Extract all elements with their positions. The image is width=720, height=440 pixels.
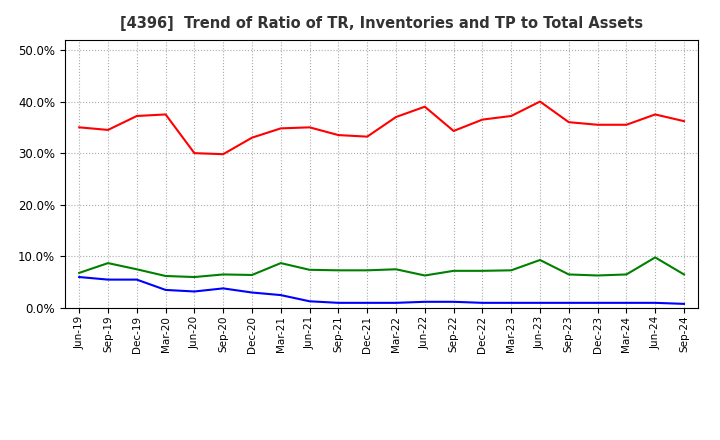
Inventories bbox=[276, 293, 285, 298]
Trade Receivables bbox=[420, 104, 429, 109]
Trade Receivables bbox=[622, 122, 631, 128]
Trade Receivables bbox=[104, 127, 112, 132]
Trade Receivables bbox=[276, 126, 285, 131]
Trade Payables bbox=[190, 275, 199, 280]
Trade Receivables bbox=[680, 118, 688, 124]
Trade Receivables bbox=[248, 135, 256, 140]
Inventories bbox=[132, 277, 141, 282]
Inventories bbox=[334, 300, 343, 305]
Trade Payables bbox=[132, 267, 141, 272]
Trade Receivables bbox=[507, 114, 516, 119]
Trade Receivables bbox=[75, 125, 84, 130]
Trade Payables bbox=[75, 270, 84, 275]
Trade Payables bbox=[449, 268, 458, 274]
Trade Payables bbox=[536, 257, 544, 263]
Inventories bbox=[420, 299, 429, 304]
Trade Receivables bbox=[536, 99, 544, 104]
Inventories bbox=[305, 299, 314, 304]
Trade Receivables bbox=[593, 122, 602, 128]
Inventories bbox=[536, 300, 544, 305]
Inventories bbox=[248, 290, 256, 295]
Trade Payables bbox=[305, 267, 314, 272]
Trade Receivables bbox=[334, 132, 343, 138]
Inventories bbox=[190, 289, 199, 294]
Inventories bbox=[75, 275, 84, 280]
Trade Payables bbox=[276, 260, 285, 266]
Trade Payables bbox=[104, 260, 112, 266]
Inventories bbox=[651, 300, 660, 305]
Trade Payables bbox=[161, 273, 170, 279]
Line: Trade Receivables: Trade Receivables bbox=[79, 102, 684, 154]
Trade Payables bbox=[420, 273, 429, 278]
Trade Receivables bbox=[190, 150, 199, 156]
Title: [4396]  Trend of Ratio of TR, Inventories and TP to Total Assets: [4396] Trend of Ratio of TR, Inventories… bbox=[120, 16, 643, 32]
Inventories bbox=[449, 299, 458, 304]
Inventories bbox=[392, 300, 400, 305]
Trade Receivables bbox=[305, 125, 314, 130]
Line: Trade Payables: Trade Payables bbox=[79, 257, 684, 277]
Inventories bbox=[622, 300, 631, 305]
Trade Payables bbox=[478, 268, 487, 274]
Trade Receivables bbox=[161, 112, 170, 117]
Line: Inventories: Inventories bbox=[79, 277, 684, 304]
Trade Receivables bbox=[564, 120, 573, 125]
Inventories bbox=[680, 301, 688, 307]
Inventories bbox=[363, 300, 372, 305]
Inventories bbox=[219, 286, 228, 291]
Trade Receivables bbox=[651, 112, 660, 117]
Trade Receivables bbox=[449, 128, 458, 134]
Trade Payables bbox=[651, 255, 660, 260]
Trade Receivables bbox=[392, 114, 400, 120]
Trade Receivables bbox=[363, 134, 372, 139]
Trade Payables bbox=[334, 268, 343, 273]
Trade Payables bbox=[622, 272, 631, 277]
Inventories bbox=[507, 300, 516, 305]
Inventories bbox=[161, 287, 170, 293]
Trade Payables bbox=[392, 267, 400, 272]
Inventories bbox=[104, 277, 112, 282]
Trade Payables bbox=[363, 268, 372, 273]
Trade Receivables bbox=[132, 114, 141, 119]
Trade Payables bbox=[248, 272, 256, 278]
Trade Payables bbox=[593, 273, 602, 278]
Inventories bbox=[593, 300, 602, 305]
Inventories bbox=[564, 300, 573, 305]
Trade Payables bbox=[507, 268, 516, 273]
Trade Payables bbox=[680, 272, 688, 277]
Trade Payables bbox=[219, 272, 228, 277]
Trade Receivables bbox=[219, 151, 228, 157]
Trade Payables bbox=[564, 272, 573, 277]
Trade Receivables bbox=[478, 117, 487, 122]
Inventories bbox=[478, 300, 487, 305]
